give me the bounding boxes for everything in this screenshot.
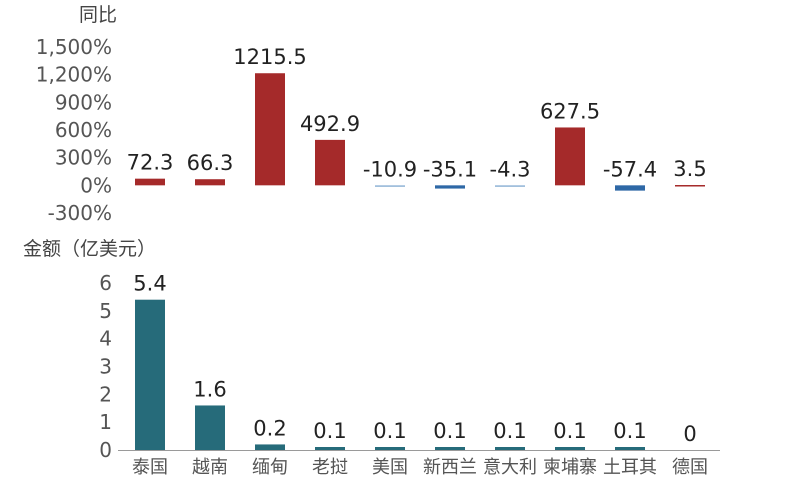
bottom-data-label: 0.2 (253, 416, 286, 440)
bottom-y-tick-label: 5 (99, 299, 112, 323)
top-y-tick-label: -300% (48, 201, 112, 225)
top-y-tick-label: 600% (55, 118, 112, 142)
category-label: 缅甸 (252, 457, 288, 478)
category-label: 柬埔寨 (543, 457, 597, 478)
top-y-axis-title: 同比 (79, 4, 117, 26)
bottom-data-label: 0.1 (613, 419, 646, 443)
bottom-data-label: 5.4 (133, 272, 166, 296)
top-bar (495, 185, 525, 187)
top-y-tick-label: 1,500% (36, 35, 112, 59)
top-data-label: 66.3 (187, 151, 234, 175)
top-data-label: 3.5 (673, 157, 706, 181)
category-label: 美国 (372, 457, 408, 478)
bottom-bar (135, 299, 165, 450)
bottom-data-label: 0.1 (313, 419, 346, 443)
bottom-data-label: 0.1 (373, 419, 406, 443)
top-y-tick-label: 1,200% (36, 63, 112, 87)
top-bar (195, 179, 225, 186)
bottom-data-label: 0.1 (493, 419, 526, 443)
bottom-bar (555, 447, 585, 450)
top-y-tick-label: 300% (55, 146, 112, 170)
bottom-data-label: 0.1 (433, 419, 466, 443)
bottom-bar (375, 447, 405, 450)
top-bar (255, 73, 285, 186)
category-label: 老挝 (312, 457, 348, 478)
bottom-y-tick-label: 3 (99, 355, 112, 379)
category-label: 土耳其 (603, 457, 657, 478)
bottom-bar (195, 405, 225, 450)
top-data-label: -10.9 (363, 157, 417, 181)
top-data-label: 1215.5 (233, 45, 306, 69)
bottom-bar (435, 447, 465, 450)
category-label: 泰国 (132, 457, 168, 478)
top-bar (315, 139, 345, 186)
top-data-label: 627.5 (540, 99, 600, 123)
top-y-tick-label: 900% (55, 90, 112, 114)
top-y-tick-label: 0% (80, 173, 112, 197)
top-data-label: -57.4 (603, 157, 657, 181)
bottom-data-label: 0.1 (553, 419, 586, 443)
category-label: 德国 (672, 457, 708, 478)
top-bar (675, 185, 705, 187)
top-data-label: -35.1 (423, 157, 477, 181)
category-label: 意大利 (483, 457, 537, 478)
top-data-label: -4.3 (490, 157, 531, 181)
top-bar (555, 127, 585, 186)
bottom-y-axis-title: 金额（亿美元） (23, 238, 156, 260)
top-bar (375, 185, 405, 187)
bottom-bar (315, 447, 345, 450)
bottom-y-tick-label: 1 (99, 410, 112, 434)
bottom-y-tick-label: 6 (99, 271, 112, 295)
top-bar (615, 185, 645, 191)
bottom-y-tick-label: 4 (99, 327, 112, 351)
top-data-label: 492.9 (300, 112, 360, 136)
top-bar (435, 185, 465, 189)
bottom-bar (255, 444, 285, 450)
top-data-label: 72.3 (127, 151, 174, 175)
bottom-bar (495, 447, 525, 450)
bottom-data-label: 1.6 (193, 377, 226, 401)
top-bar (135, 178, 165, 186)
bottom-data-label: 0 (683, 422, 696, 446)
bottom-y-tick-label: 2 (99, 382, 112, 406)
bottom-y-tick-label: 0 (99, 438, 112, 462)
category-label: 越南 (192, 457, 228, 478)
bottom-bar (615, 447, 645, 450)
category-label: 新西兰 (423, 457, 477, 478)
